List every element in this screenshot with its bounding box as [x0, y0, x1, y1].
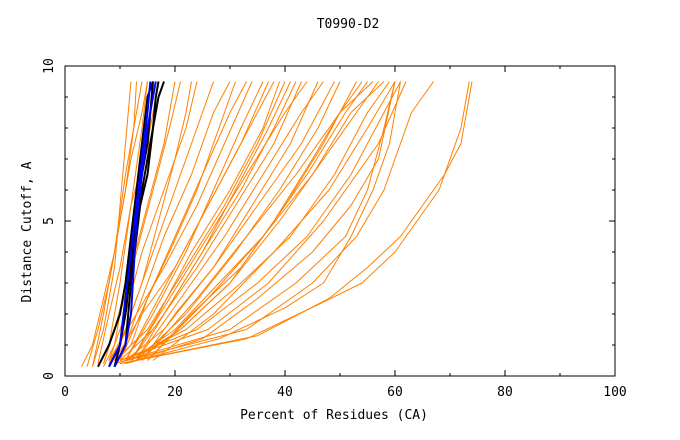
x-tick-label-0: 0	[61, 385, 69, 400]
series-line-13	[136, 81, 324, 361]
series-line-32	[108, 81, 253, 361]
x-axis-label: Percent of Residues (CA)	[240, 408, 428, 423]
x-tick-label-100: 100	[603, 385, 626, 400]
highlight-series-line-49	[113, 81, 157, 368]
x-tick-label-40: 40	[277, 385, 293, 400]
series-line-19	[119, 81, 407, 361]
y-tick-label-10: 10	[42, 58, 57, 74]
series-line-21	[114, 81, 434, 365]
series-line-7	[119, 81, 231, 361]
y-tick-label-5: 5	[42, 217, 57, 225]
series-line-27	[108, 81, 192, 364]
series-line-22	[119, 81, 473, 365]
y-axis-label: Distance Cutoff, A	[20, 161, 35, 302]
x-tick-label-60: 60	[387, 385, 403, 400]
y-ticks: 0 5 10	[42, 58, 615, 380]
x-tick-label-80: 80	[497, 385, 513, 400]
chart-title: T0990-D2	[317, 17, 380, 32]
series-line-38	[136, 81, 297, 361]
highlight-series-line-50	[108, 81, 152, 368]
series-line-23	[119, 81, 470, 365]
series-line-31	[152, 81, 396, 361]
series-line-14	[136, 81, 341, 361]
series-line-37	[130, 81, 280, 361]
highlight-series-line-45	[97, 81, 154, 368]
series-line-29	[141, 81, 374, 361]
series-line-25	[125, 81, 396, 365]
series-line-33	[114, 81, 269, 361]
series-line-18	[119, 81, 401, 361]
series-line-34	[114, 81, 286, 361]
series-line-12	[130, 81, 308, 361]
series-line-16	[130, 81, 379, 361]
series-line-44	[136, 81, 363, 361]
series-line-20	[114, 81, 396, 365]
series-line-24	[125, 81, 401, 365]
series-line-35	[119, 81, 302, 361]
series-line-17	[125, 81, 390, 361]
series-layer	[81, 81, 473, 368]
y-tick-label-0: 0	[42, 372, 57, 380]
series-line-30	[147, 81, 385, 361]
x-ticks: 0 20 40 60 80 100	[61, 66, 627, 400]
series-line-41	[92, 81, 132, 367]
series-line-36	[125, 81, 319, 361]
series-line-2	[92, 81, 143, 367]
series-line-42	[141, 81, 335, 361]
series-line-8	[119, 81, 247, 361]
x-tick-label-20: 20	[167, 385, 183, 400]
highlight-series-line-47	[113, 81, 160, 368]
